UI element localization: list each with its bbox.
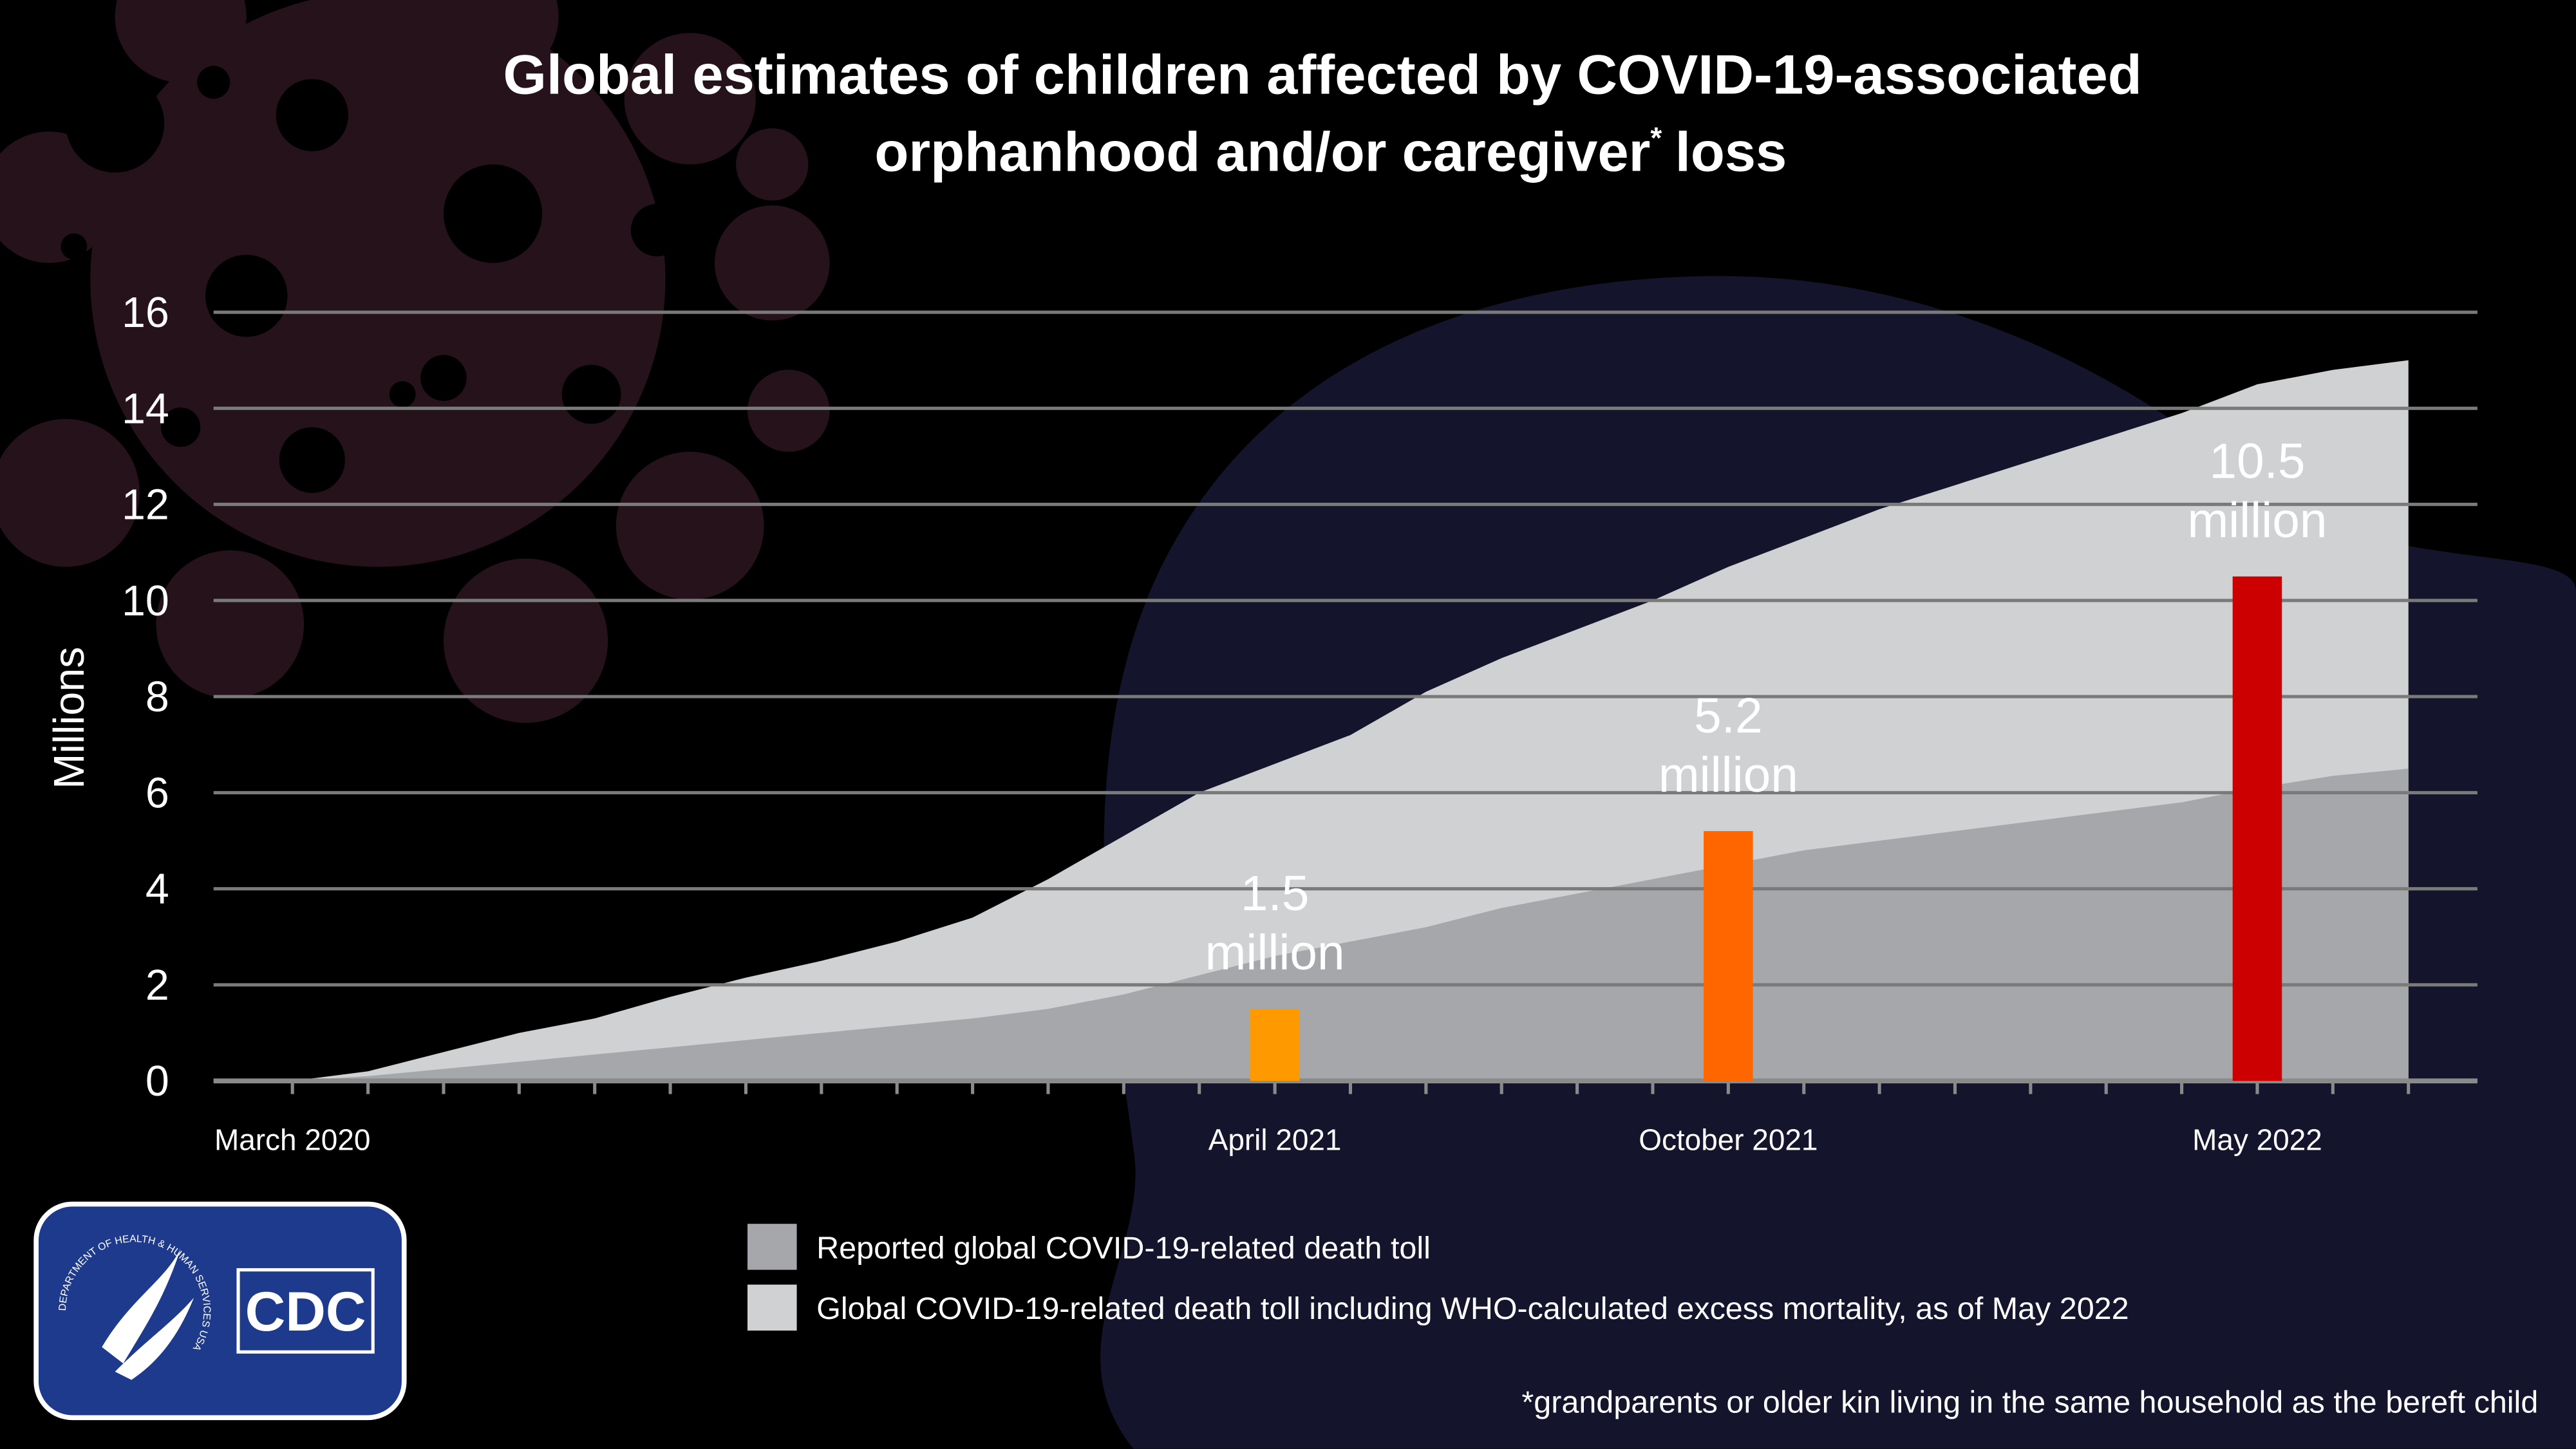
bar-label: million bbox=[2188, 493, 2327, 548]
y-tick-label: 14 bbox=[122, 385, 169, 433]
y-tick-label: 2 bbox=[146, 962, 169, 1009]
y-tick-label: 8 bbox=[146, 673, 169, 721]
area bbox=[213, 769, 2409, 1081]
title-asterisk: * bbox=[1650, 121, 1662, 154]
bar-label: 1.5 bbox=[1241, 866, 1309, 921]
y-tick-label: 16 bbox=[122, 289, 169, 337]
legend-label: Reported global COVID-19-related death t… bbox=[816, 1231, 1431, 1266]
virus-dots bbox=[61, 66, 684, 493]
cdc-text: CDC bbox=[245, 1280, 366, 1343]
y-tick-label: 10 bbox=[122, 577, 169, 625]
cdc-box bbox=[236, 1268, 375, 1354]
logo: DEPARTMENT OF HEALTH & HUMAN SERVICES US… bbox=[33, 1201, 407, 1421]
footnote: *grandparents or older kin living in the… bbox=[1521, 1385, 2538, 1420]
bar bbox=[1250, 1009, 1300, 1081]
bar bbox=[1704, 831, 1753, 1081]
bar-label: 10.5 bbox=[2210, 434, 2306, 489]
x-tick-label: March 2020 bbox=[214, 1123, 370, 1156]
x-tick-label: May 2022 bbox=[2192, 1123, 2322, 1156]
legend-swatch bbox=[747, 1284, 797, 1331]
chart-title: Global estimates of children affected by… bbox=[503, 44, 2141, 106]
virus-decoration bbox=[0, 0, 830, 723]
legend-label: Global COVID-19-related death toll inclu… bbox=[816, 1291, 2129, 1326]
x-tick-label: April 2021 bbox=[1208, 1123, 1342, 1156]
y-tick-label: 12 bbox=[122, 481, 169, 529]
bar-label: 5.2 bbox=[1694, 689, 1762, 743]
y-axis-label: Millions bbox=[46, 647, 93, 789]
bar bbox=[2232, 576, 2282, 1081]
bar-label: million bbox=[1205, 926, 1345, 980]
title-line: orphanhood and/or caregiver bbox=[874, 121, 1650, 183]
bar-label: million bbox=[1659, 748, 1798, 803]
seal-eagle bbox=[102, 1248, 194, 1380]
title-end: loss bbox=[1675, 121, 1787, 183]
y-tick-label: 4 bbox=[146, 866, 169, 913]
y-tick-label: 0 bbox=[146, 1058, 169, 1105]
legend-swatch bbox=[747, 1224, 797, 1270]
y-tick-label: 6 bbox=[146, 769, 169, 817]
x-tick-label: October 2021 bbox=[1639, 1123, 1818, 1156]
chart-title: orphanhood and/or caregiver* loss bbox=[874, 121, 1787, 183]
